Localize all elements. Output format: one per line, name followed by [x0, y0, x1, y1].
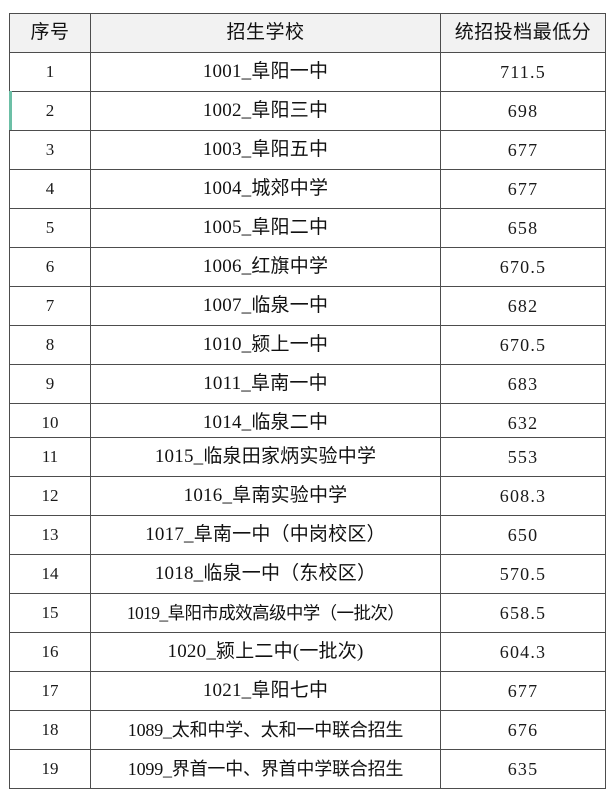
cell-score: 711.5: [440, 52, 606, 92]
cell-score: 570.5: [440, 554, 606, 594]
cell-score: 676: [440, 710, 606, 750]
cell-score: 677: [440, 671, 606, 711]
cell-school-name: 1021_阜阳七中: [90, 671, 441, 711]
table-row[interactable]: 4 1004_城郊中学 677: [9, 169, 606, 209]
score-table-bottom: 11 1015_临泉田家炳实验中学 553 12 1016_阜南实验中学 608.3 13 1…: [9, 437, 606, 789]
cell-school-name: 1005_阜阳二中: [90, 208, 441, 248]
cell-score: 683: [440, 364, 606, 404]
row-selection-indicator: [9, 91, 12, 130]
cell-index: 8: [9, 325, 91, 365]
table-header-row: 序号 招生学校 统招投档最低分: [9, 13, 606, 53]
table-row[interactable]: 17 1021_阜阳七中 677: [9, 671, 606, 711]
cell-score: 658: [440, 208, 606, 248]
cell-school-name: 1015_临泉田家炳实验中学: [90, 437, 441, 477]
cell-school-name: 1006_红旗中学: [90, 247, 441, 287]
cell-score: 670.5: [440, 247, 606, 287]
cell-index: 1: [9, 52, 91, 92]
table-row[interactable]: 16 1020_颍上二中(一批次) 604.3: [9, 632, 606, 672]
cell-score: 698: [440, 91, 606, 131]
cell-index: 14: [9, 554, 91, 594]
cell-score: 604.3: [440, 632, 606, 672]
table-row[interactable]: 8 1010_颍上一中 670.5: [9, 325, 606, 365]
cell-index: 9: [9, 364, 91, 404]
cell-school-name: 1017_阜南一中（中岗校区）: [90, 515, 441, 555]
table-row[interactable]: 11 1015_临泉田家炳实验中学 553: [9, 437, 606, 477]
table-row[interactable]: 1 1001_阜阳一中 711.5: [9, 52, 606, 92]
cell-index: 7: [9, 286, 91, 326]
table-row[interactable]: 6 1006_红旗中学 670.5: [9, 247, 606, 287]
cell-score: 670.5: [440, 325, 606, 365]
cell-score: 650: [440, 515, 606, 555]
score-table-bottom-body: 11 1015_临泉田家炳实验中学 553 12 1016_阜南实验中学 608.3 13 1…: [9, 437, 606, 789]
cell-index: 11: [9, 437, 91, 477]
cell-index: 17: [9, 671, 91, 711]
cell-school-name: 1007_临泉一中: [90, 286, 441, 326]
cell-school-name: 1019_阜阳市成效高级中学（一批次）: [90, 593, 441, 633]
cell-score: 608.3: [440, 476, 606, 516]
cell-index: 19: [9, 749, 91, 789]
cell-school-name: 1020_颍上二中(一批次): [90, 632, 441, 672]
score-table-top-body: 1 1001_阜阳一中 711.5 2 1002_阜阳三中 698 3 1003_阜阳五中 67…: [9, 52, 606, 443]
cell-index: 4: [9, 169, 91, 209]
table-row[interactable]: 2 1002_阜阳三中 698: [9, 91, 606, 131]
column-header-score: 统招投档最低分: [440, 13, 606, 53]
score-table-top: 序号 招生学校 统招投档最低分 1 1001_阜阳一中 711.5 2 1002_阜阳三…: [9, 13, 606, 443]
cell-score: 553: [440, 437, 606, 477]
cell-score: 682: [440, 286, 606, 326]
cell-index: 16: [9, 632, 91, 672]
cell-school-name: 1010_颍上一中: [90, 325, 441, 365]
cell-index: 5: [9, 208, 91, 248]
score-table-top-block: 序号 招生学校 统招投档最低分 1 1001_阜阳一中 711.5 2 1002_阜阳三…: [9, 13, 606, 443]
score-table-bottom-block: 11 1015_临泉田家炳实验中学 553 12 1016_阜南实验中学 608.3 13 1…: [9, 437, 606, 789]
table-row[interactable]: 18 1089_太和中学、太和一中联合招生 676: [9, 710, 606, 750]
table-row[interactable]: 3 1003_阜阳五中 677: [9, 130, 606, 170]
cell-school-name: 1089_太和中学、太和一中联合招生: [90, 710, 441, 750]
table-row[interactable]: 12 1016_阜南实验中学 608.3: [9, 476, 606, 516]
cell-index: 12: [9, 476, 91, 516]
cell-school-name: 1011_阜南一中: [90, 364, 441, 404]
cell-index: 10: [9, 403, 91, 443]
table-row[interactable]: 19 1099_界首一中、界首中学联合招生 635: [9, 749, 606, 789]
cell-index: 18: [9, 710, 91, 750]
cell-school-name: 1003_阜阳五中: [90, 130, 441, 170]
cell-school-name: 1014_临泉二中: [90, 403, 441, 443]
cell-index: 3: [9, 130, 91, 170]
cell-school-name: 1018_临泉一中（东校区）: [90, 554, 441, 594]
cell-school-name: 1099_界首一中、界首中学联合招生: [90, 749, 441, 789]
table-row[interactable]: 9 1011_阜南一中 683: [9, 364, 606, 404]
table-row[interactable]: 14 1018_临泉一中（东校区） 570.5: [9, 554, 606, 594]
column-header-school: 招生学校: [90, 13, 441, 53]
cell-school-name: 1016_阜南实验中学: [90, 476, 441, 516]
cell-school-name: 1001_阜阳一中: [90, 52, 441, 92]
table-row[interactable]: 7 1007_临泉一中 682: [9, 286, 606, 326]
table-row[interactable]: 15 1019_阜阳市成效高级中学（一批次） 658.5: [9, 593, 606, 633]
cell-score: 658.5: [440, 593, 606, 633]
cell-index: 6: [9, 247, 91, 287]
cell-score: 635: [440, 749, 606, 789]
table-row[interactable]: 5 1005_阜阳二中 658: [9, 208, 606, 248]
cell-index: 15: [9, 593, 91, 633]
table-row[interactable]: 10 1014_临泉二中 632: [9, 403, 606, 443]
cell-school-name: 1004_城郊中学: [90, 169, 441, 209]
cell-school-name: 1002_阜阳三中: [90, 91, 441, 131]
column-header-index: 序号: [9, 13, 91, 53]
cell-score: 677: [440, 169, 606, 209]
table-row[interactable]: 13 1017_阜南一中（中岗校区） 650: [9, 515, 606, 555]
cell-index: 2: [9, 91, 91, 131]
cell-index: 13: [9, 515, 91, 555]
cell-score: 677: [440, 130, 606, 170]
